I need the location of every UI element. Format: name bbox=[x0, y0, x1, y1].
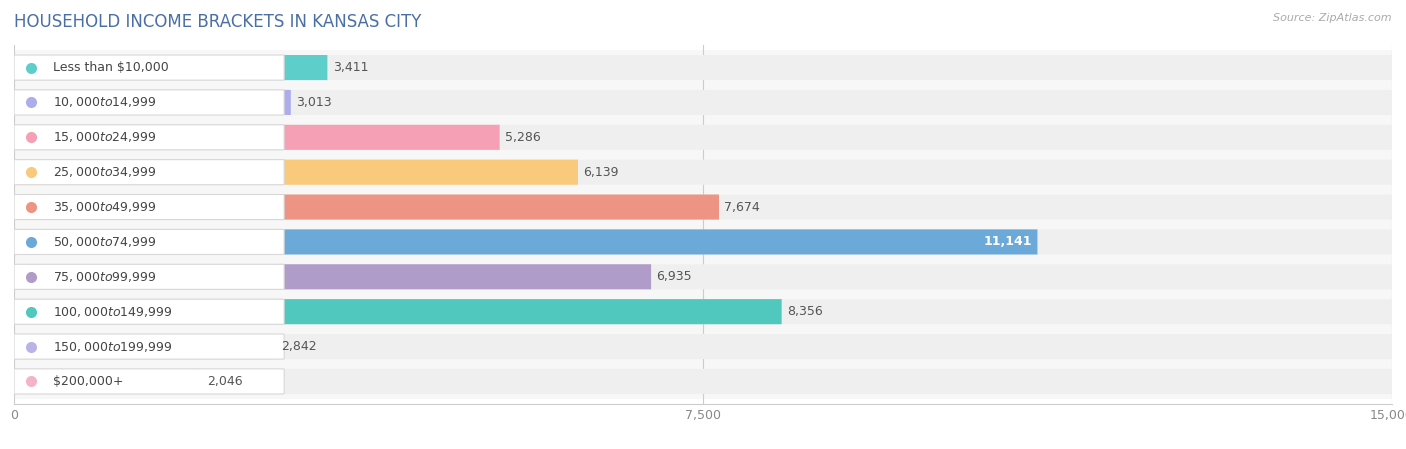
FancyBboxPatch shape bbox=[14, 55, 284, 80]
FancyBboxPatch shape bbox=[14, 90, 284, 115]
Text: 11,141: 11,141 bbox=[983, 235, 1032, 248]
Text: Less than $10,000: Less than $10,000 bbox=[52, 61, 169, 74]
FancyBboxPatch shape bbox=[14, 299, 284, 324]
FancyBboxPatch shape bbox=[14, 299, 1392, 324]
Text: HOUSEHOLD INCOME BRACKETS IN KANSAS CITY: HOUSEHOLD INCOME BRACKETS IN KANSAS CITY bbox=[14, 13, 422, 31]
FancyBboxPatch shape bbox=[14, 369, 284, 394]
FancyBboxPatch shape bbox=[14, 369, 202, 394]
FancyBboxPatch shape bbox=[14, 90, 1392, 115]
Text: $50,000 to $74,999: $50,000 to $74,999 bbox=[52, 235, 156, 249]
FancyBboxPatch shape bbox=[14, 260, 1392, 294]
FancyBboxPatch shape bbox=[14, 194, 284, 220]
FancyBboxPatch shape bbox=[14, 160, 578, 185]
Text: $15,000 to $24,999: $15,000 to $24,999 bbox=[52, 130, 156, 144]
Text: 2,842: 2,842 bbox=[281, 340, 316, 353]
FancyBboxPatch shape bbox=[14, 155, 1392, 189]
FancyBboxPatch shape bbox=[14, 50, 1392, 85]
Text: $75,000 to $99,999: $75,000 to $99,999 bbox=[52, 270, 156, 284]
Text: 8,356: 8,356 bbox=[787, 305, 823, 318]
FancyBboxPatch shape bbox=[14, 125, 499, 150]
Text: $25,000 to $34,999: $25,000 to $34,999 bbox=[52, 165, 156, 179]
FancyBboxPatch shape bbox=[14, 334, 284, 359]
FancyBboxPatch shape bbox=[14, 55, 328, 80]
Text: $200,000+: $200,000+ bbox=[52, 375, 124, 388]
FancyBboxPatch shape bbox=[14, 160, 284, 185]
Text: $150,000 to $199,999: $150,000 to $199,999 bbox=[52, 339, 172, 353]
Text: 3,013: 3,013 bbox=[297, 96, 332, 109]
FancyBboxPatch shape bbox=[14, 264, 1392, 289]
FancyBboxPatch shape bbox=[14, 229, 284, 255]
FancyBboxPatch shape bbox=[14, 194, 718, 220]
FancyBboxPatch shape bbox=[14, 125, 1392, 150]
FancyBboxPatch shape bbox=[14, 229, 1392, 255]
Text: $100,000 to $149,999: $100,000 to $149,999 bbox=[52, 305, 172, 319]
Text: $10,000 to $14,999: $10,000 to $14,999 bbox=[52, 96, 156, 110]
FancyBboxPatch shape bbox=[14, 55, 1392, 80]
FancyBboxPatch shape bbox=[14, 364, 1392, 399]
FancyBboxPatch shape bbox=[14, 90, 291, 115]
FancyBboxPatch shape bbox=[14, 125, 284, 150]
Text: 5,286: 5,286 bbox=[505, 131, 541, 144]
Text: Source: ZipAtlas.com: Source: ZipAtlas.com bbox=[1274, 13, 1392, 23]
Text: 7,674: 7,674 bbox=[724, 201, 761, 214]
FancyBboxPatch shape bbox=[14, 224, 1392, 260]
FancyBboxPatch shape bbox=[14, 229, 1038, 255]
FancyBboxPatch shape bbox=[14, 329, 1392, 364]
FancyBboxPatch shape bbox=[14, 120, 1392, 155]
FancyBboxPatch shape bbox=[14, 294, 1392, 329]
FancyBboxPatch shape bbox=[14, 369, 1392, 394]
FancyBboxPatch shape bbox=[14, 160, 1392, 185]
Text: 2,046: 2,046 bbox=[208, 375, 243, 388]
Text: $35,000 to $49,999: $35,000 to $49,999 bbox=[52, 200, 156, 214]
FancyBboxPatch shape bbox=[14, 189, 1392, 224]
Text: 6,139: 6,139 bbox=[583, 166, 619, 179]
Text: 3,411: 3,411 bbox=[333, 61, 368, 74]
Text: 6,935: 6,935 bbox=[657, 270, 692, 283]
FancyBboxPatch shape bbox=[14, 264, 284, 289]
FancyBboxPatch shape bbox=[14, 85, 1392, 120]
FancyBboxPatch shape bbox=[14, 194, 1392, 220]
FancyBboxPatch shape bbox=[14, 334, 276, 359]
FancyBboxPatch shape bbox=[14, 264, 651, 289]
FancyBboxPatch shape bbox=[14, 299, 782, 324]
FancyBboxPatch shape bbox=[14, 334, 1392, 359]
